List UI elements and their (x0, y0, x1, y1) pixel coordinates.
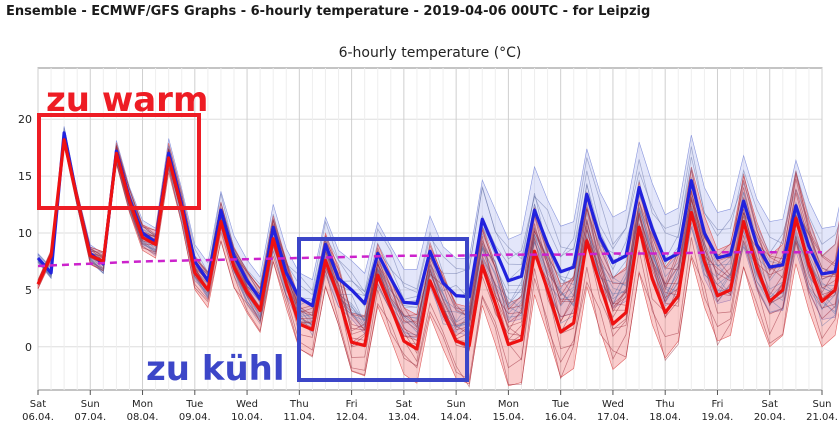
annotations: zu warm zu kühl (37, 80, 469, 389)
x-tick-date: 16.04. (545, 412, 577, 423)
x-tick-day: Tue (185, 399, 203, 410)
x-tick-date: 14.04. (440, 412, 472, 423)
y-tick-label: 20 (18, 113, 32, 126)
series-line-1 (36, 138, 839, 351)
x-tick-day: Fri (346, 399, 358, 410)
x-tick-date: 12.04. (336, 412, 368, 423)
y-axis: 0 5 10 15 20 (18, 113, 32, 354)
x-tick-date: 09.04. (179, 412, 211, 423)
x-tick-date: 06.04. (22, 412, 54, 423)
series-lines (36, 131, 839, 351)
x-tick-day: Sun (447, 399, 466, 410)
gfs-member-line (37, 139, 839, 342)
series-line-2 (37, 251, 822, 268)
x-tick-date: 08.04. (127, 412, 159, 423)
x-tick-date: 18.04. (649, 412, 681, 423)
x-tick-day: Mon (132, 399, 153, 410)
y-tick-label: 10 (18, 227, 32, 240)
x-tick-day: Tue (551, 399, 569, 410)
x-tick-day: Wed (236, 399, 258, 410)
x-tick-day: Sat (396, 399, 412, 410)
x-tick-date: 21.04. (806, 412, 838, 423)
x-tick-date: 11.04. (283, 412, 315, 423)
x-tick-date: 17.04. (597, 412, 629, 423)
page-title: Ensemble - ECMWF/GFS Graphs - 6-hourly t… (6, 4, 651, 19)
x-tick-day: Thu (289, 399, 309, 410)
x-tick-date: 07.04. (74, 412, 106, 423)
ecmwf-member-line (37, 142, 839, 381)
x-tick-date: 15.04. (492, 412, 524, 423)
x-tick-day: Mon (498, 399, 519, 410)
x-tick-day: Wed (602, 399, 624, 410)
chart-title: 6-hourly temperature (°C) (339, 45, 522, 61)
cool-box (297, 237, 469, 382)
x-tick-date: 20.04. (754, 412, 786, 423)
x-tick-day: Thu (655, 399, 675, 410)
x-tick-day: Sun (81, 399, 100, 410)
x-tick-day: Sun (812, 399, 831, 410)
y-tick-label: 5 (25, 284, 32, 297)
ecmwf-member-line (37, 144, 839, 388)
x-tick-day: Fri (712, 399, 724, 410)
y-tick-label: 0 (25, 341, 32, 354)
x-axis: Sat 06.04. Sun 07.04. Mon 08.04. Tue 09.04. Wed 1… (22, 390, 838, 423)
x-tick-date: 10.04. (231, 412, 263, 423)
annotation-cool: zu kühl (146, 349, 285, 389)
warm-box (37, 113, 201, 210)
x-tick-date: 19.04. (702, 412, 734, 423)
x-tick-date: 13.04. (388, 412, 420, 423)
y-tick-label: 15 (18, 170, 32, 183)
annotation-warm: zu warm (46, 80, 208, 120)
x-tick-day: Sat (30, 399, 46, 410)
x-tick-day: Sat (762, 399, 778, 410)
